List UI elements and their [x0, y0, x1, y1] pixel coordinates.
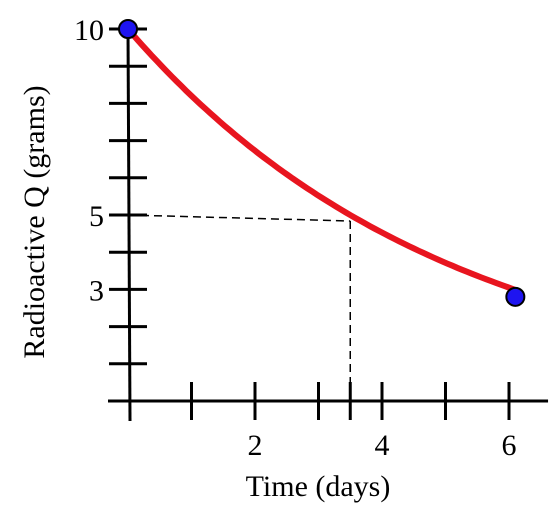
- y-axis-title: Radioactive Q (grams): [18, 85, 51, 358]
- tick-labels: 10 5 3 2 4 6: [74, 14, 517, 462]
- endpoints: [118, 19, 526, 307]
- ticks: [109, 27, 511, 420]
- y-tick-label: 3: [89, 274, 104, 307]
- y-tick-label: 5: [89, 200, 104, 233]
- x-tick-label: 4: [375, 429, 390, 462]
- decay-curve: [125, 26, 519, 293]
- guide-lines: [127, 214, 351, 401]
- x-tick-label: 6: [502, 429, 517, 462]
- x-tick-label: 2: [248, 429, 263, 462]
- horizontal-guide-line: [127, 214, 351, 222]
- data-point: [118, 19, 138, 39]
- data-point: [505, 286, 526, 307]
- x-axis-title: Time (days): [246, 470, 391, 503]
- axes: [108, 28, 549, 422]
- y-tick-label: 10: [74, 14, 104, 47]
- y-axis: [126, 28, 132, 422]
